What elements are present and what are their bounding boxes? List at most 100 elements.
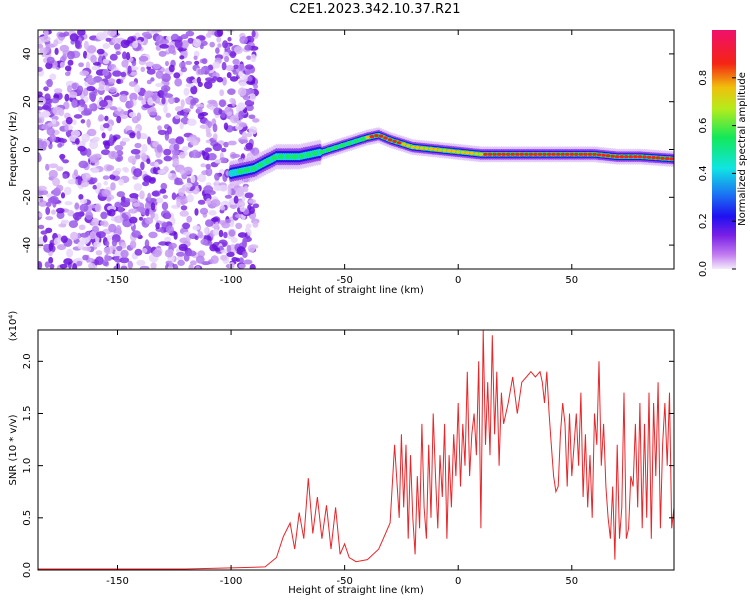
noise-blob <box>128 198 137 203</box>
noise-blob <box>141 31 152 37</box>
noise-blob <box>113 43 121 50</box>
noise-blob <box>141 152 147 161</box>
noise-blob <box>79 203 89 212</box>
noise-blob <box>145 208 150 217</box>
noise-blob <box>85 211 93 220</box>
ridge-peak <box>460 150 465 154</box>
noise-blob <box>38 97 46 105</box>
ridge-peak <box>383 136 388 140</box>
noise-blob <box>88 204 97 209</box>
noise-blob <box>197 231 203 238</box>
noise-blob <box>250 54 257 63</box>
noise-blob <box>245 223 252 229</box>
colorbar-tick-label: 0.8 <box>698 70 709 86</box>
noise-blob <box>230 153 241 158</box>
colorbar-tick-label: 0.2 <box>698 213 709 229</box>
noise-blob <box>105 99 113 108</box>
noise-blob <box>179 169 185 175</box>
spectrogram-y-ticks: -40 -20 0 20 40 <box>22 48 674 253</box>
noise-blob <box>164 249 174 258</box>
noise-blob <box>241 239 248 248</box>
spectrogram-y-tick-label: -40 <box>22 237 33 253</box>
ridge-peak <box>615 155 620 159</box>
noise-blob <box>212 76 218 81</box>
ridge-peak <box>533 152 538 156</box>
noise-blob <box>238 63 245 72</box>
noise-blob <box>106 165 115 171</box>
noise-blob <box>109 106 118 111</box>
noise-blob <box>108 87 117 93</box>
noise-blob <box>238 139 249 144</box>
noise-blob <box>163 87 168 96</box>
noise-blob <box>69 91 78 99</box>
noise-blob <box>86 77 94 83</box>
noise-blob <box>96 48 105 55</box>
noise-blob <box>165 112 171 118</box>
noise-blob <box>212 228 219 236</box>
noise-blob <box>42 234 48 243</box>
noise-blob <box>164 132 170 141</box>
noise-blob <box>150 202 156 211</box>
noise-blob <box>68 220 79 229</box>
noise-blob <box>137 95 144 101</box>
noise-blob <box>46 127 55 136</box>
ridge-core <box>250 166 257 172</box>
noise-blob <box>209 41 215 48</box>
noise-blob <box>119 140 127 146</box>
noise-blob <box>111 239 118 247</box>
noise-blob <box>99 220 105 226</box>
noise-blob <box>179 151 186 159</box>
noise-blob <box>216 36 222 43</box>
noise-blob <box>86 45 97 54</box>
snr-x-tick-label: -100 <box>220 576 243 587</box>
noise-blob <box>195 103 205 108</box>
noise-blob <box>127 155 137 164</box>
noise-blob <box>78 224 86 231</box>
noise-blob <box>122 51 127 60</box>
noise-blob <box>102 43 110 49</box>
ridge-core <box>339 143 346 148</box>
noise-blob <box>119 94 128 103</box>
noise-blob <box>102 68 109 77</box>
noise-blob <box>176 198 182 208</box>
noise-blob <box>186 215 193 223</box>
noise-blob <box>244 44 252 51</box>
noise-blob <box>82 254 89 261</box>
noise-blob <box>64 65 72 72</box>
noise-blob <box>52 177 61 187</box>
noise-blob <box>181 146 190 151</box>
noise-blob <box>144 217 154 225</box>
noise-blob <box>114 144 124 152</box>
noise-blob <box>155 70 164 79</box>
noise-blob <box>45 206 51 215</box>
ridge-core <box>278 154 284 160</box>
noise-blob <box>79 232 89 238</box>
noise-blob <box>197 199 206 205</box>
noise-blob <box>237 87 247 97</box>
noise-blob <box>125 52 131 61</box>
ridge-peak <box>397 141 402 145</box>
noise-blob <box>154 213 159 222</box>
ridge-peak <box>592 152 597 156</box>
noise-blob <box>116 150 124 156</box>
noise-blob <box>222 40 229 49</box>
noise-blob <box>129 240 137 249</box>
snr-x-tick-label: -50 <box>336 576 352 587</box>
noise-blob <box>239 36 248 45</box>
noise-blob <box>78 194 84 200</box>
noise-blob <box>183 112 188 118</box>
ridge-peak <box>501 152 506 156</box>
ridge-peak <box>665 157 670 161</box>
noise-blob <box>60 192 66 199</box>
noise-blob <box>79 98 85 108</box>
noise-blob <box>244 88 255 95</box>
ridge-peak <box>669 157 674 161</box>
noise-blob <box>104 141 110 150</box>
noise-blob <box>103 246 114 255</box>
noise-blob <box>81 110 91 116</box>
spectrogram-x-tick-label: -100 <box>220 275 243 286</box>
noise-blob <box>247 204 252 211</box>
noise-blob <box>38 106 44 111</box>
noise-blob <box>84 96 89 103</box>
ridge-peak <box>392 139 397 143</box>
